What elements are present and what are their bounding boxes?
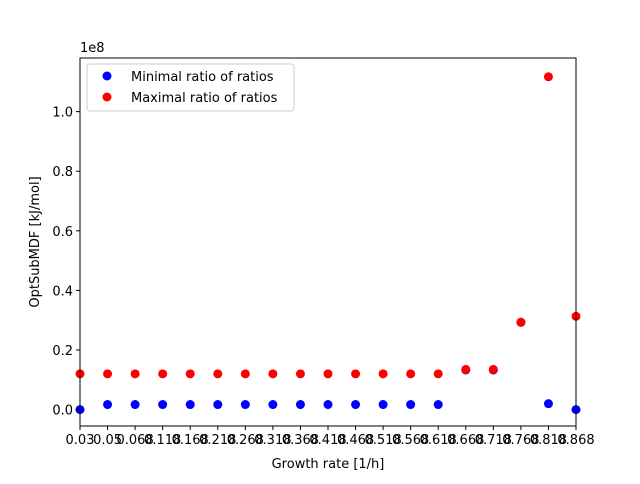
y-tick-label: 0.4	[52, 284, 73, 299]
max-ratio-point	[323, 369, 333, 379]
y-tick-label: 0.8	[52, 165, 73, 180]
y-axis: 0.0 0.2 0.4 0.6 0.8 1.0	[52, 106, 80, 419]
x-tick-label: 0.868	[557, 433, 594, 448]
x-tick-label: 0.068	[117, 433, 154, 448]
max-ratio-point	[295, 369, 305, 379]
max-ratio-point	[433, 369, 443, 379]
x-tick-label: 0.368	[282, 433, 319, 448]
legend-label-min: Minimal ratio of ratios	[131, 70, 274, 85]
min-ratio-point	[351, 400, 361, 410]
max-ratio-point	[351, 369, 361, 379]
min-ratio-point	[103, 400, 113, 410]
min-ratio-point	[158, 400, 168, 410]
x-tick-label: 0.268	[227, 433, 264, 448]
x-tick-label: 0.03	[66, 433, 95, 448]
y-tick-label: 0.6	[52, 225, 73, 240]
legend-label-max: Maximal ratio of ratios	[131, 91, 278, 106]
legend-marker-min	[102, 71, 112, 81]
y-tick-label: 0.2	[52, 344, 73, 359]
max-ratio-point	[488, 364, 498, 374]
legend-marker-max	[102, 92, 112, 102]
legend: Minimal ratio of ratios Maximal ratio of…	[86, 63, 295, 112]
x-axis-label: Growth rate [1/h]	[272, 457, 385, 472]
min-ratio-point	[268, 400, 278, 410]
min-ratio-point	[433, 400, 443, 410]
x-tick-label: 0.768	[502, 433, 539, 448]
y-axis-label: OptSubMDF [kJ/mol]	[28, 176, 43, 307]
x-tick-label: 0.568	[392, 433, 429, 448]
x-tick-label: 0.218	[199, 433, 236, 448]
x-tick-label: 0.05	[93, 433, 122, 448]
y-offset-label: 1e8	[80, 41, 105, 56]
data-points	[75, 72, 581, 415]
y-tick-label: 1.0	[52, 106, 73, 121]
x-tick-label: 0.468	[337, 433, 374, 448]
min-ratio-point	[185, 400, 195, 410]
max-ratio-point	[213, 369, 223, 379]
y-tick-label: 0.0	[52, 404, 73, 419]
min-ratio-point	[406, 400, 416, 410]
min-ratio-point	[130, 400, 140, 410]
min-ratio-point	[543, 399, 553, 409]
legend-box	[86, 63, 295, 112]
max-ratio-point	[516, 317, 526, 327]
max-ratio-point	[158, 369, 168, 379]
x-tick-label: 0.418	[309, 433, 346, 448]
x-tick-label: 0.668	[447, 433, 484, 448]
x-tick-label: 0.318	[254, 433, 291, 448]
max-ratio-point	[268, 369, 278, 379]
x-tick-label: 0.618	[420, 433, 457, 448]
min-ratio-point	[213, 400, 223, 410]
x-tick-label: 0.518	[365, 433, 402, 448]
min-ratio-point	[378, 400, 388, 410]
x-tick-label: 0.818	[530, 433, 567, 448]
max-ratio-point	[406, 369, 416, 379]
x-tick-label: 0.718	[475, 433, 512, 448]
min-ratio-point	[240, 400, 250, 410]
x-axis: 0.030.050.0680.1180.1680.2180.2680.3180.…	[66, 426, 595, 448]
max-ratio-point	[378, 369, 388, 379]
min-ratio-point	[323, 400, 333, 410]
max-ratio-point	[461, 364, 471, 374]
max-ratio-point	[130, 369, 140, 379]
x-tick-label: 0.118	[144, 433, 181, 448]
max-ratio-point	[240, 369, 250, 379]
max-ratio-point	[543, 72, 553, 82]
min-ratio-point	[295, 400, 305, 410]
max-ratio-point	[185, 369, 195, 379]
max-ratio-point	[103, 369, 113, 379]
x-tick-label: 0.168	[172, 433, 209, 448]
